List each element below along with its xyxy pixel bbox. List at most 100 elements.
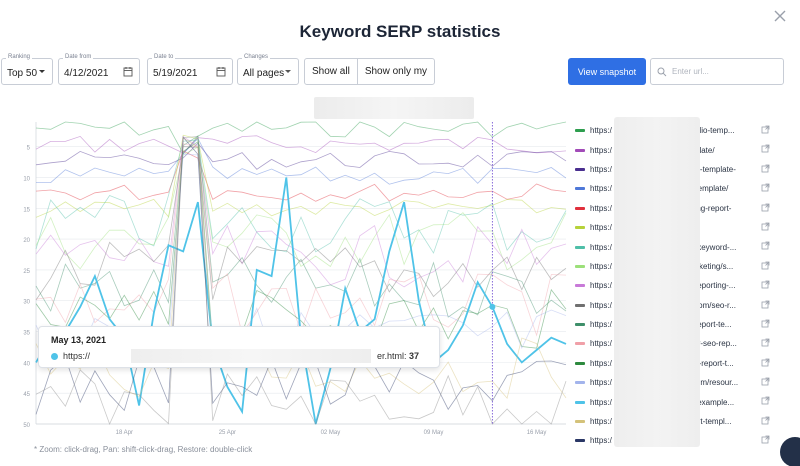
view-snapshot-button[interactable]: View snapshot <box>568 58 646 85</box>
legend-url-suffix: g/seo-report-t... <box>679 358 734 368</box>
legend-item[interactable]: https:// a-studio-temp... <box>572 121 772 140</box>
chart-crosshair <box>489 122 496 424</box>
ranking-select[interactable]: Ranking Top 50 <box>1 53 53 85</box>
series-line[interactable] <box>35 135 567 426</box>
series-line[interactable] <box>35 135 567 318</box>
external-link-icon[interactable] <box>761 338 770 347</box>
legend-url-prefix: https:// <box>590 203 612 213</box>
series-line[interactable] <box>35 142 567 170</box>
legend-item[interactable]: https:// eate-keyword-... <box>572 237 772 256</box>
show-filter-group: Show all Show only my <box>304 58 436 85</box>
legend-swatch <box>575 245 585 249</box>
show-only-my-button[interactable]: Show only my <box>356 59 434 84</box>
y-tick-label: 35 <box>23 331 30 337</box>
y-tick-label: 50 <box>23 423 30 429</box>
legend-item[interactable]: https:// report-template- <box>572 160 772 179</box>
external-link-icon[interactable] <box>761 222 770 231</box>
legend-item[interactable]: https:// ing.com/resour... <box>572 373 772 392</box>
y-tick-label: 15 <box>23 207 30 213</box>
dialog-title: Keyword SERP statistics <box>299 22 501 41</box>
external-link-icon[interactable] <box>761 358 770 367</box>
external-link-icon[interactable] <box>761 164 770 173</box>
serp-line-chart[interactable]: 5 10 15 20 25 30 35 40 45 50 18 Apr 25 Apr 02 May 09 … <box>0 118 570 448</box>
calendar-icon[interactable] <box>123 66 133 77</box>
legend-item[interactable]: https:// -report-templ... <box>572 412 772 431</box>
date-to-input[interactable]: Date to 5/19/2021 <box>147 53 233 85</box>
changes-label: Changes <box>242 53 271 61</box>
date-from-value: 4/12/2021 <box>64 68 109 79</box>
legend-swatch <box>575 129 585 133</box>
changes-select[interactable]: Changes All pages <box>237 53 299 85</box>
redacted-header <box>314 97 474 119</box>
changes-value: All pages <box>243 68 285 79</box>
legend-url-prefix: https:// <box>590 145 612 155</box>
legend-item[interactable]: https:// s/marketing/s... <box>572 257 772 276</box>
date-from-input[interactable]: Date from 4/12/2021 <box>58 53 140 85</box>
legend-url-suffix: ing.com/resour... <box>679 378 739 388</box>
external-link-icon[interactable] <box>761 241 770 250</box>
legend-item[interactable]: https:// ranking-report- <box>572 199 772 218</box>
series-line[interactable] <box>35 135 567 288</box>
legend-url-prefix: https:// <box>590 126 612 136</box>
legend-url-suffix: ranking-report- <box>679 203 732 213</box>
legend-item[interactable]: https:// g/an-example... <box>572 392 772 411</box>
legend-url-prefix: https:// <box>590 300 612 310</box>
url-search-field[interactable] <box>650 58 784 85</box>
series-line[interactable] <box>35 136 567 415</box>
external-link-icon[interactable] <box>761 144 770 153</box>
chevron-down-icon <box>285 70 291 73</box>
series-line[interactable] <box>35 146 567 301</box>
tooltip-series-dot <box>51 353 58 360</box>
legend-item[interactable]: https:// ting.com/seo-r... <box>572 296 772 315</box>
series-line[interactable] <box>35 141 567 350</box>
series-line[interactable] <box>35 139 567 254</box>
legend-swatch <box>575 167 585 171</box>
external-link-icon[interactable] <box>761 396 770 405</box>
series-line[interactable] <box>35 134 567 218</box>
series-line[interactable] <box>35 146 567 271</box>
legend-url-prefix: https:// <box>590 358 612 368</box>
legend-item[interactable]: https:// <box>572 431 772 450</box>
external-link-icon[interactable] <box>761 435 770 444</box>
legend-item[interactable]: https:// onthly-seo-rep... <box>572 334 772 353</box>
y-tick-label: 30 <box>23 300 30 306</box>
legend-url-suffix: -report-templ... <box>679 417 732 427</box>
date-to-value: 5/19/2021 <box>153 68 198 79</box>
series-line[interactable] <box>35 143 567 337</box>
legend-swatch <box>575 420 585 424</box>
legend-url-suffix: g/an-example... <box>679 397 735 407</box>
series-line[interactable] <box>35 150 567 202</box>
external-link-icon[interactable] <box>761 183 770 192</box>
series-line[interactable] <box>35 121 567 155</box>
legend-item[interactable]: https:// port-template/ <box>572 179 772 198</box>
series-line[interactable] <box>35 135 567 154</box>
series-line[interactable] <box>35 137 567 185</box>
legend-swatch <box>575 400 585 404</box>
external-link-icon[interactable] <box>761 300 770 309</box>
legend-swatch <box>575 187 585 191</box>
legend-item[interactable]: https:// seo-report-te... <box>572 315 772 334</box>
legend-swatch <box>575 226 585 230</box>
legend-item[interactable]: https:// g/seo-report-t... <box>572 354 772 373</box>
chat-widget-button[interactable] <box>780 437 800 466</box>
show-all-button[interactable]: Show all <box>312 66 350 77</box>
legend-item[interactable]: https:// seo-reporting-... <box>572 276 772 295</box>
legend-url-prefix: https:// <box>590 184 612 194</box>
external-link-icon[interactable] <box>761 261 770 270</box>
calendar-icon[interactable] <box>216 66 226 77</box>
legend-item[interactable]: https:// <box>572 218 772 237</box>
x-tick-label: 16 May <box>527 430 547 436</box>
legend-swatch <box>575 148 585 152</box>
external-link-icon[interactable] <box>761 319 770 328</box>
legend-url-suffix: port-template/ <box>679 184 729 194</box>
x-tick-label: 18 Apr <box>116 430 133 436</box>
close-icon[interactable] <box>772 8 788 24</box>
external-link-icon[interactable] <box>761 377 770 386</box>
legend-swatch <box>575 381 585 385</box>
external-link-icon[interactable] <box>761 125 770 134</box>
legend-url-suffix: s/marketing/s... <box>679 261 734 271</box>
external-link-icon[interactable] <box>761 416 770 425</box>
external-link-icon[interactable] <box>761 280 770 289</box>
url-search-input[interactable] <box>672 67 772 76</box>
external-link-icon[interactable] <box>761 203 770 212</box>
